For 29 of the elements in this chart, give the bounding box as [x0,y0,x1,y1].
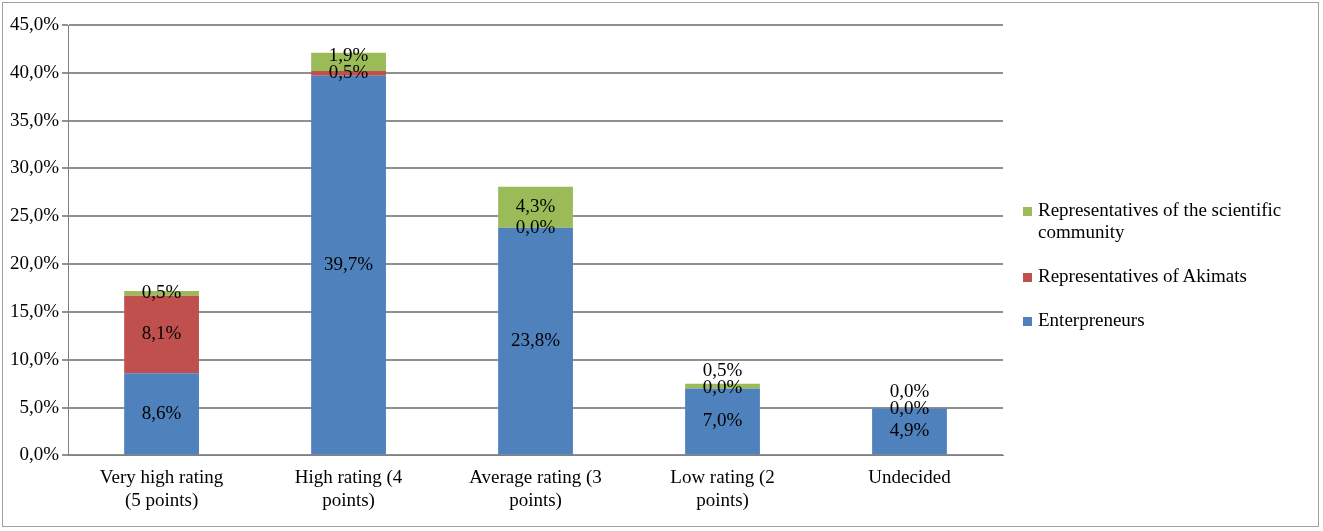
data-label: 23,8% [511,328,561,350]
y-tick-label: 35,0% [10,108,60,130]
y-tick-label: 45,0% [10,12,60,34]
data-label: 8,1% [141,321,182,343]
data-label: 4,3% [515,194,556,216]
legend-label: Representatives of the scientific community [1038,198,1283,243]
y-tick-label: 10,0% [10,347,60,369]
x-tick-label: High rating (4 points) [294,465,403,511]
legend-label: Representatives of Akimats [1038,264,1247,287]
y-tick-label: 25,0% [10,203,60,225]
y-tick-label: 5,0% [19,395,60,417]
data-label: 8,6% [141,401,182,423]
y-tick-label: 40,0% [10,60,60,82]
data-label: 0,0% [515,215,556,237]
data-label: 7,0% [702,408,743,430]
x-tick-label: Undecided [868,465,952,487]
data-label: 0,0% [889,379,930,401]
y-tick-label: 30,0% [10,155,60,177]
data-label: 0,5% [141,280,182,302]
data-label: 39,7% [324,252,374,274]
x-tick-label: Low rating (2 points) [670,465,775,511]
x-tick-label: Average rating (3 points) [469,465,602,511]
bar [124,372,199,454]
x-tick-label: Very high rating (5 points) [99,465,224,511]
y-tick-label: 15,0% [10,299,60,321]
data-label: 4,9% [889,418,930,440]
y-tick-label: 20,0% [10,251,60,273]
y-tick-label: 0,0% [19,442,60,464]
legend-label: Enterpreneurs [1038,308,1145,331]
